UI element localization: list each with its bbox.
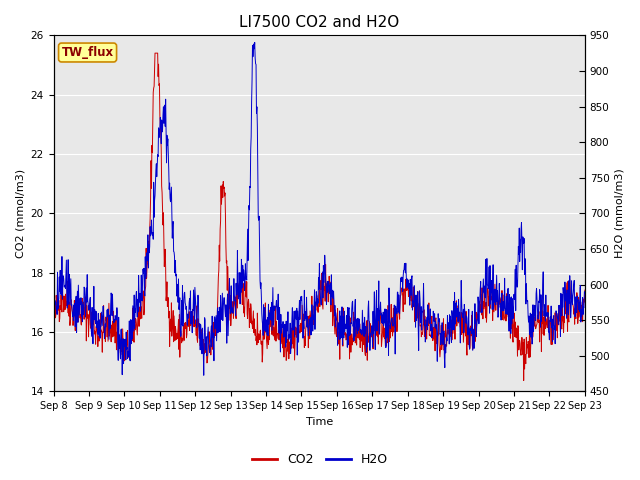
CO2 xyxy=(139,289,147,295)
Legend: CO2, H2O: CO2, H2O xyxy=(247,448,393,471)
CO2 xyxy=(581,287,589,293)
H2O xyxy=(281,322,289,327)
CO2 xyxy=(330,291,337,297)
H2O xyxy=(200,372,207,378)
Y-axis label: H2O (mmol/m3): H2O (mmol/m3) xyxy=(615,168,625,258)
CO2 xyxy=(151,50,159,56)
H2O xyxy=(139,266,147,272)
CO2 xyxy=(520,378,527,384)
H2O xyxy=(50,310,58,316)
Title: LI7500 CO2 and H2O: LI7500 CO2 and H2O xyxy=(239,15,399,30)
X-axis label: Time: Time xyxy=(305,417,333,427)
Text: TW_flux: TW_flux xyxy=(61,46,114,59)
H2O xyxy=(120,340,128,346)
H2O xyxy=(229,311,237,316)
CO2 xyxy=(340,332,348,337)
CO2 xyxy=(50,315,58,321)
H2O xyxy=(251,39,259,45)
Line: CO2: CO2 xyxy=(54,53,585,381)
H2O xyxy=(330,288,337,294)
CO2 xyxy=(280,332,288,337)
H2O xyxy=(341,329,349,335)
H2O xyxy=(581,290,589,296)
Line: H2O: H2O xyxy=(54,42,585,375)
CO2 xyxy=(229,299,237,304)
Y-axis label: CO2 (mmol/m3): CO2 (mmol/m3) xyxy=(15,169,25,258)
CO2 xyxy=(120,340,128,346)
